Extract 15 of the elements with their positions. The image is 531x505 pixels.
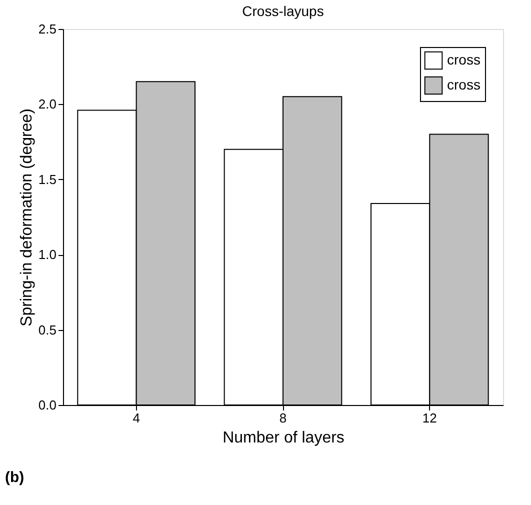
y-tick-label: 1.5: [38, 172, 56, 187]
y-tick-label: 2.0: [38, 96, 56, 112]
x-tick-label: 4: [132, 410, 140, 426]
legend-label: cross: [447, 76, 480, 92]
chart-title: Cross-layups: [242, 3, 324, 19]
y-tick-label: 2.5: [38, 22, 56, 36]
text: (b): [5, 469, 24, 486]
legend-label: cross: [447, 52, 480, 68]
y-tick-label: 0.0: [38, 398, 56, 412]
x-axis-title: Number of layers: [222, 430, 344, 446]
y-tick-label: 1.0: [38, 247, 56, 262]
x-tick-label: 12: [422, 410, 437, 426]
y-axis-title: Spring-in deformation (degree): [18, 108, 36, 326]
y-tick-label: 0.5: [38, 322, 56, 338]
x-tick-label: 8: [279, 410, 287, 426]
